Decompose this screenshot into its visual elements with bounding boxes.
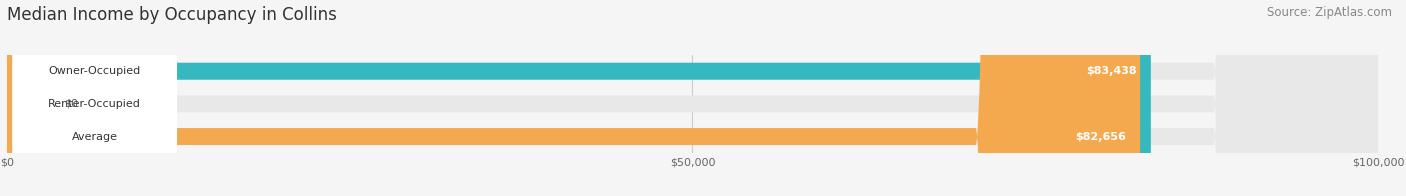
FancyBboxPatch shape [7,0,45,196]
FancyBboxPatch shape [13,0,177,196]
FancyBboxPatch shape [13,0,177,196]
FancyBboxPatch shape [13,0,177,196]
Text: $83,438: $83,438 [1087,66,1137,76]
Text: Source: ZipAtlas.com: Source: ZipAtlas.com [1267,6,1392,19]
FancyBboxPatch shape [7,0,1378,196]
Text: Owner-Occupied: Owner-Occupied [49,66,141,76]
Text: $82,656: $82,656 [1076,132,1126,142]
Text: Renter-Occupied: Renter-Occupied [48,99,141,109]
Text: Median Income by Occupancy in Collins: Median Income by Occupancy in Collins [7,6,337,24]
Text: Average: Average [72,132,118,142]
FancyBboxPatch shape [7,0,1140,196]
FancyBboxPatch shape [7,0,1152,196]
FancyBboxPatch shape [7,0,1378,196]
FancyBboxPatch shape [7,0,1378,196]
Text: $0: $0 [65,99,79,109]
